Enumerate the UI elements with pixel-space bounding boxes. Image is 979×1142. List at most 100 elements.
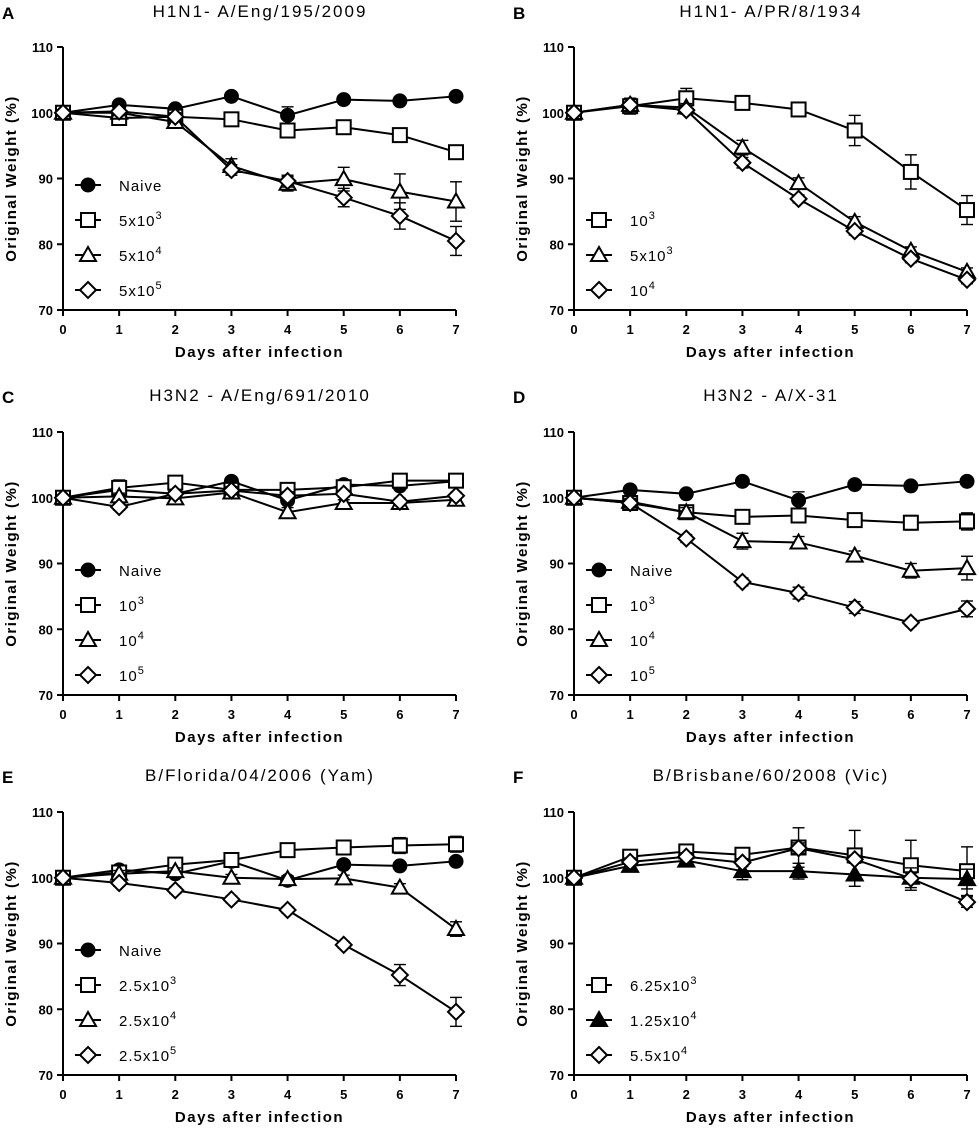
- x-tick-label: 5: [340, 1087, 347, 1102]
- legend-item: 103: [586, 210, 656, 230]
- data-point: [845, 598, 865, 617]
- data-point: [333, 868, 354, 886]
- data-point: [564, 103, 584, 123]
- legend-item: 2.5x104: [75, 1009, 177, 1030]
- data-point: [278, 171, 297, 191]
- y-tick-label: 100: [31, 871, 53, 886]
- data-point: [390, 181, 410, 199]
- x-tick-label: 6: [396, 1087, 403, 1102]
- legend-label-exponent: 5: [156, 280, 163, 292]
- legend-label: 105: [630, 665, 656, 685]
- data-point: [334, 484, 354, 504]
- y-axis-title: Original Weight (%): [514, 860, 531, 1027]
- data-point: [277, 502, 298, 520]
- data-point: [221, 867, 242, 885]
- y-tick-label: 70: [550, 303, 564, 318]
- y-tick-label: 70: [39, 688, 53, 703]
- panel-title: H3N2 - A/Eng/691/2010: [149, 386, 371, 405]
- series-line: [573, 496, 968, 524]
- legend-label: 5.5x104: [630, 1045, 688, 1065]
- series-10-5: [53, 481, 466, 517]
- series-line: [573, 859, 968, 881]
- y-tick-label: 100: [542, 491, 564, 506]
- y-axis-title: Original Weight (%): [514, 480, 531, 647]
- x-tick-label: 7: [452, 707, 459, 722]
- data-point: [446, 1002, 466, 1022]
- legend-label: 103: [630, 210, 656, 230]
- x-tick-label: 3: [739, 322, 746, 337]
- legend-label: 105: [119, 665, 145, 685]
- chart-panel-f: F B/Brisbane/60/2008 (Vic) 70 80 90 100 110 0 1 2…: [513, 766, 977, 1126]
- x-tick-label: 6: [907, 1087, 914, 1102]
- series-line: [573, 480, 968, 502]
- legend-label-base: 10: [119, 668, 138, 685]
- data-point: [844, 545, 865, 563]
- legend-marker: [78, 280, 98, 300]
- data-point: [957, 869, 977, 887]
- legend-item: Naive: [586, 562, 673, 580]
- panel-letter: B: [513, 4, 525, 23]
- legend-marker: [589, 1009, 609, 1027]
- legend-item: 105: [75, 665, 145, 685]
- data-point: [959, 513, 975, 530]
- data-point: [902, 514, 919, 531]
- data-point: [957, 270, 977, 290]
- legend-label: 5x105: [119, 280, 163, 300]
- legend-label-exponent: 4: [170, 1010, 177, 1022]
- legend-label-base: 2.5x10: [119, 1013, 170, 1030]
- legend-label: 5x104: [119, 245, 163, 265]
- x-axis-title: Days after infection: [686, 344, 855, 361]
- data-point: [390, 877, 410, 895]
- legend-label-exponent: 3: [649, 595, 656, 607]
- legend-label: 103: [119, 595, 145, 615]
- data-point: [280, 107, 296, 123]
- data-point: [959, 202, 975, 219]
- x-tick-label: 0: [59, 707, 66, 722]
- data-point: [278, 486, 297, 506]
- x-tick-label: 7: [452, 322, 459, 337]
- legend-label-base: 10: [630, 213, 649, 230]
- series-line: [573, 496, 968, 572]
- x-tick-label: 6: [396, 707, 403, 722]
- x-tick-label: 3: [228, 322, 235, 337]
- legend-marker: [78, 1009, 98, 1027]
- x-tick-label: 0: [59, 1087, 66, 1102]
- data-point: [391, 127, 408, 144]
- legend-marker: [591, 212, 607, 228]
- legend-item: Naive: [75, 562, 161, 580]
- series-line: [62, 843, 457, 879]
- x-axis-title: Days after infection: [175, 729, 344, 746]
- legend-label: 6.25x103: [630, 975, 698, 995]
- y-tick-label: 80: [39, 237, 53, 252]
- data-point: [390, 206, 410, 226]
- data-point: [788, 861, 809, 879]
- y-tick-label: 110: [32, 40, 53, 55]
- x-tick-label: 2: [683, 707, 690, 722]
- x-tick-label: 1: [627, 1087, 634, 1102]
- data-point: [959, 473, 975, 489]
- legend-label-base: Naive: [630, 563, 673, 580]
- y-tick-label: 90: [550, 172, 564, 187]
- data-point: [791, 492, 807, 508]
- x-tick-label: 6: [907, 707, 914, 722]
- y-tick-label: 100: [31, 491, 53, 506]
- legend-marker: [80, 597, 96, 613]
- x-tick-label: 7: [963, 707, 970, 722]
- y-tick-label: 70: [550, 688, 564, 703]
- data-point: [279, 842, 296, 859]
- x-tick-label: 4: [284, 322, 292, 337]
- data-point: [336, 92, 352, 108]
- data-point: [734, 94, 751, 111]
- x-axis-title: Days after infection: [175, 344, 344, 361]
- y-tick-label: 70: [39, 1068, 53, 1083]
- y-tick-label: 90: [550, 557, 564, 572]
- data-point: [732, 137, 753, 155]
- x-axis-title: Days after infection: [686, 1109, 855, 1126]
- legend-label-exponent: 3: [690, 975, 697, 987]
- data-point: [392, 93, 408, 109]
- legend-item: 2.5x105: [75, 1045, 177, 1065]
- legend-label: 2.5x105: [119, 1045, 177, 1065]
